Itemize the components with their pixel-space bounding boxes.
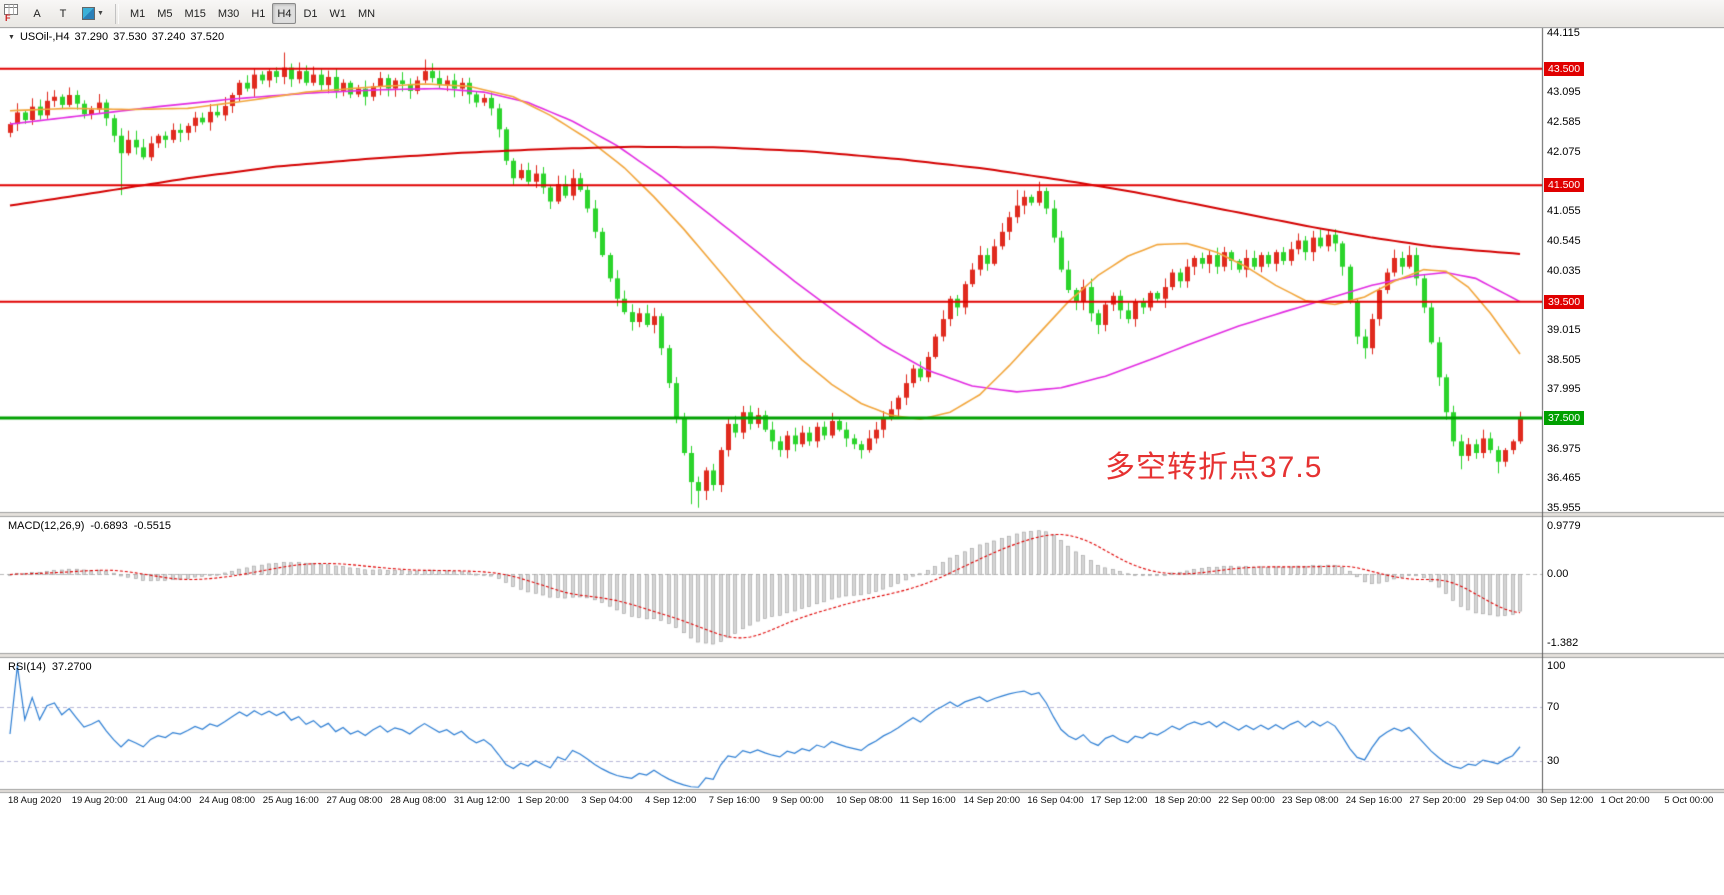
color-style-dropdown-button[interactable]: ▼ (77, 3, 109, 24)
timeframe-button-h1[interactable]: H1 (246, 3, 270, 24)
macd-panel-separator[interactable] (0, 512, 1724, 517)
timeframe-button-h4[interactable]: H4 (272, 3, 297, 24)
text-tool-button[interactable]: T (51, 3, 75, 24)
caret-down-icon: ▼ (97, 10, 104, 17)
timeframe-button-m1[interactable]: M1 (125, 3, 150, 24)
dock-f-label: F (5, 13, 11, 23)
timeframe-button-d1[interactable]: D1 (298, 3, 322, 24)
top-toolbar: F A T ▼ M1 M5 M15 M30 H1 H4 D1 W1 MN (0, 0, 1724, 28)
text-annotation-tool-button[interactable]: A (25, 3, 49, 24)
mini-chart-icon[interactable] (4, 2, 18, 20)
timeframe-toolbar: M1 M5 M15 M30 H1 H4 D1 W1 MN (124, 3, 381, 24)
timeframe-button-w1[interactable]: W1 (325, 3, 352, 24)
timeframe-button-m15[interactable]: M15 (180, 3, 211, 24)
toolbar-dock: F (0, 0, 24, 27)
toolbar-separator (114, 3, 119, 24)
color-swatch-icon (82, 7, 95, 20)
timeframe-button-m30[interactable]: M30 (213, 3, 244, 24)
timeframe-button-m5[interactable]: M5 (152, 3, 177, 24)
rsi-panel-separator[interactable] (0, 653, 1724, 658)
timeframe-button-mn[interactable]: MN (353, 3, 380, 24)
